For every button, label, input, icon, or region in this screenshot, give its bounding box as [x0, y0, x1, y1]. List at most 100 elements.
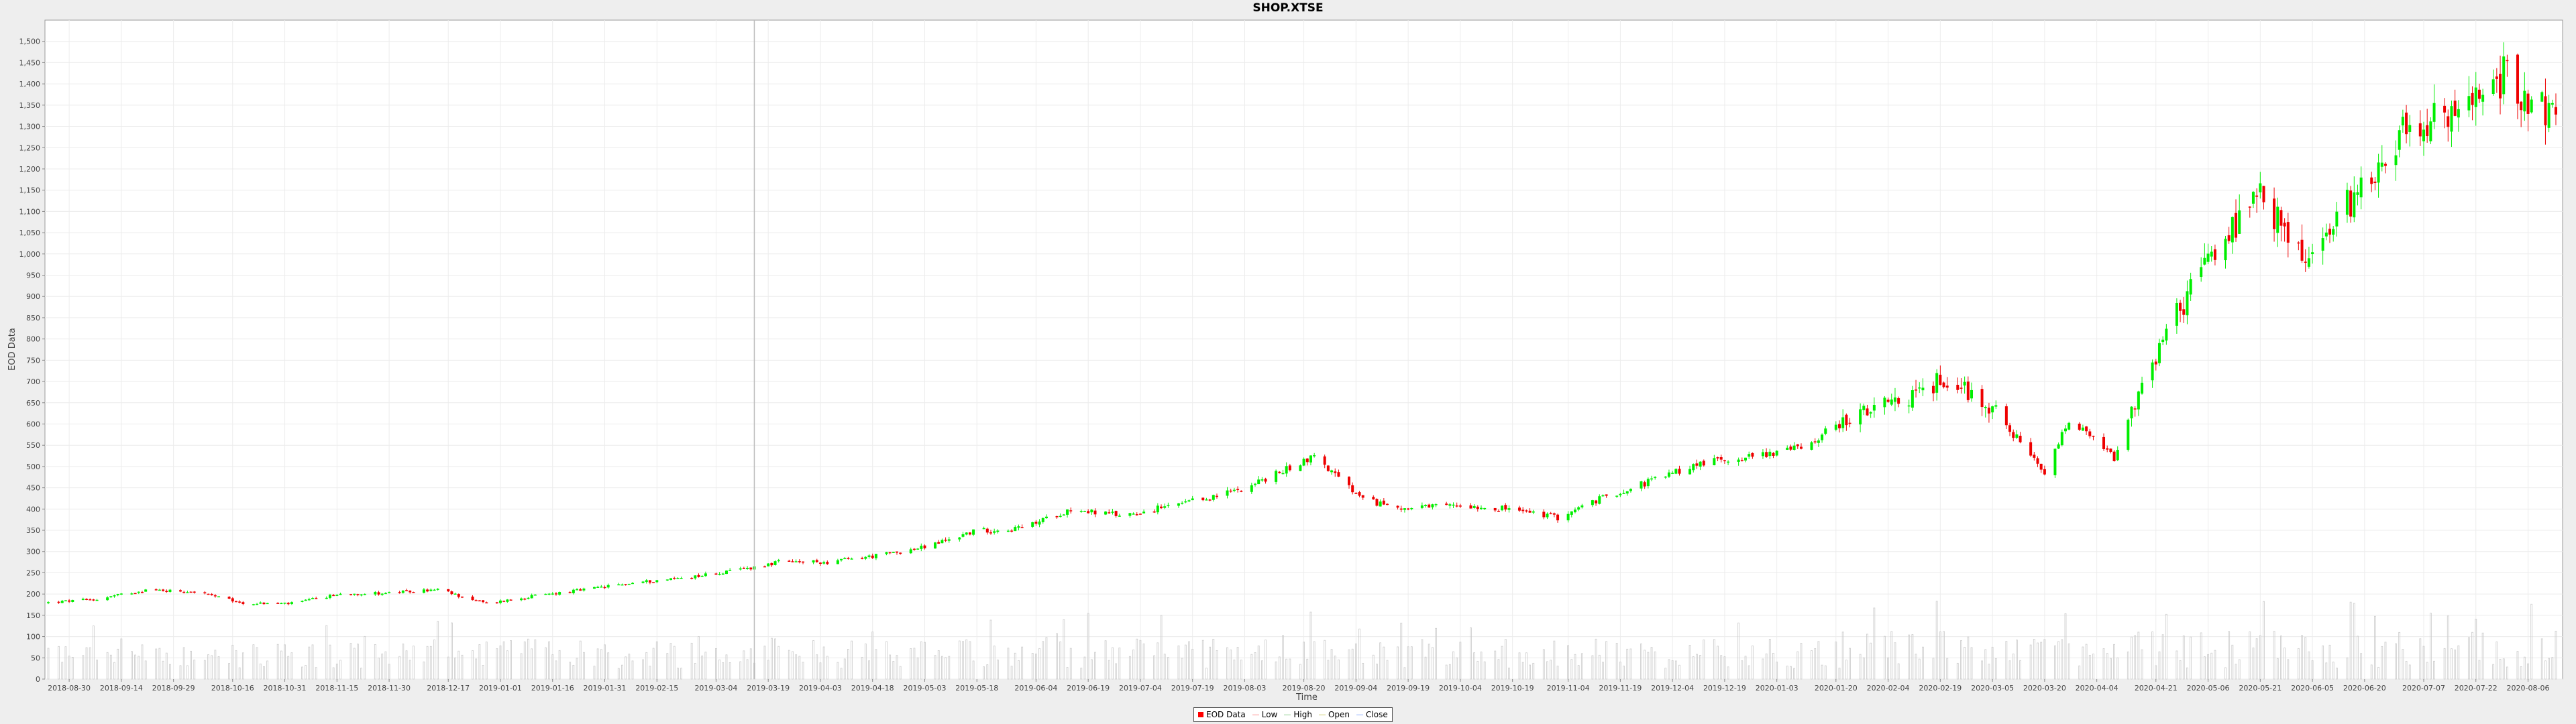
volume-bar	[642, 659, 644, 680]
candle-body	[1448, 504, 1452, 506]
volume-bar	[910, 648, 912, 680]
volume-bar	[1177, 645, 1180, 680]
candle-body	[64, 600, 67, 601]
volume-bar	[350, 643, 352, 680]
candle-body	[405, 590, 408, 591]
volume-bar	[211, 655, 213, 680]
candle-body	[1135, 514, 1138, 516]
candle-body	[941, 540, 944, 544]
volume-bar	[61, 662, 64, 680]
volume-bar	[2301, 635, 2303, 680]
candle-body	[2453, 101, 2457, 116]
volume-bar	[2520, 666, 2522, 680]
candle-body	[1055, 516, 1059, 518]
candle-body	[1309, 455, 1312, 463]
volume-bar	[795, 654, 798, 680]
volume-bar	[1372, 654, 1375, 680]
candle-body	[89, 599, 92, 601]
volume-bar	[1397, 646, 1399, 680]
x-tick-label: 2019-03-04	[694, 684, 737, 692]
volume-bar	[1275, 661, 1277, 680]
volume-bar	[1212, 638, 1215, 680]
candle-body	[165, 591, 168, 593]
candle-body	[1869, 412, 1872, 414]
candle-body	[1640, 481, 1643, 489]
candle-body	[1090, 509, 1093, 513]
candle-body	[652, 582, 655, 583]
volume-bar	[437, 621, 439, 680]
candle-body	[1434, 504, 1438, 505]
candle-body	[2286, 222, 2290, 243]
chart-title: SHOP.XTSE	[1252, 1, 1323, 15]
volume-bar	[652, 648, 655, 680]
volume-bar	[2384, 642, 2387, 680]
candle-body	[450, 591, 453, 595]
candle-body	[1810, 442, 1813, 450]
candle-body	[2078, 423, 2081, 430]
candle-body	[1897, 398, 1900, 404]
volume-bar	[2429, 613, 2432, 680]
candle-body	[1152, 511, 1156, 513]
volume-bar	[1570, 659, 1573, 680]
candle-body	[554, 593, 557, 595]
candle-body	[2255, 195, 2259, 197]
volume-bar	[1970, 647, 1973, 680]
volume-bar	[2370, 664, 2373, 680]
volume-bar	[913, 648, 916, 680]
candle-body	[1573, 509, 1576, 513]
legend-item: High	[1284, 710, 1312, 719]
volume-bar	[1042, 641, 1044, 680]
x-tick-label: 2020-07-22	[2455, 684, 2498, 692]
candle-body	[1991, 406, 1994, 413]
candle-body	[116, 593, 119, 595]
candle-body	[718, 574, 721, 575]
volume-bar	[1988, 664, 1990, 680]
candle-body	[1469, 505, 1472, 509]
volume-bar	[2530, 603, 2533, 680]
volume-bar	[1153, 655, 1156, 680]
volume-bar	[241, 652, 244, 680]
volume-bar	[109, 654, 112, 680]
candle-body	[1226, 490, 1229, 496]
candle-body	[1014, 527, 1017, 532]
candle-body	[1556, 514, 1560, 521]
candle-body	[2398, 130, 2401, 150]
candle-body	[2477, 89, 2481, 99]
candle-body	[1834, 424, 1837, 430]
y-tick-label: 1,000	[19, 250, 41, 259]
candle-body	[1789, 446, 1792, 450]
candle-body	[1108, 512, 1111, 514]
candle-body	[836, 560, 839, 564]
volume-bar	[1946, 658, 1949, 680]
volume-bar	[1473, 652, 1476, 680]
candle-body	[1667, 472, 1670, 477]
volume-bar	[280, 650, 282, 680]
volume-bar	[1163, 654, 1166, 680]
candle-body	[1396, 505, 1399, 508]
volume-bar	[308, 646, 311, 680]
volume-bar	[989, 619, 992, 680]
candle-body	[447, 589, 450, 592]
candle-body	[2495, 76, 2498, 79]
candle-body	[582, 588, 586, 591]
candle-body	[2251, 192, 2255, 204]
y-axis-label: EOD Data	[7, 328, 17, 371]
candle-body	[1375, 499, 1379, 506]
volume-bar	[1521, 662, 1524, 680]
volume-bar	[217, 656, 220, 680]
volume-bar	[1338, 659, 1340, 680]
volume-bar	[1038, 648, 1040, 680]
candle-body	[1866, 408, 1869, 416]
candle-body	[280, 603, 283, 605]
candle-body	[892, 552, 895, 553]
volume-bar	[144, 660, 147, 680]
volume-bar	[1894, 642, 1896, 680]
volume-bar	[2176, 650, 2178, 680]
candle-body	[1281, 473, 1285, 475]
candle-body	[1692, 464, 1695, 471]
volume-bar	[2499, 659, 2502, 680]
candle-body	[909, 549, 912, 554]
candle-body	[676, 578, 680, 580]
candle-body	[1987, 408, 1990, 414]
x-tick-label: 2019-01-31	[584, 684, 627, 692]
